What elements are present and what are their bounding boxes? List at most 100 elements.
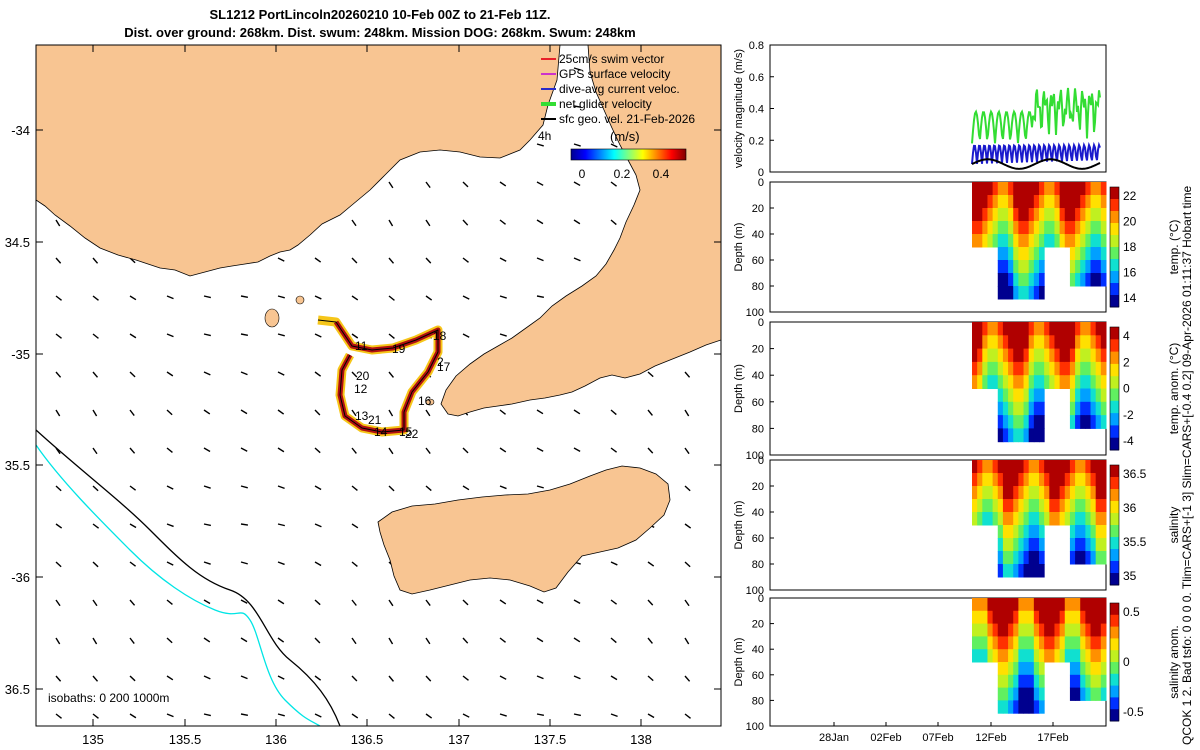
profile-cell	[1075, 247, 1081, 261]
velocity-arrow	[536, 409, 544, 415]
profile-cell	[1023, 499, 1030, 513]
profile-cell	[1064, 208, 1071, 222]
profile-cell	[982, 375, 988, 389]
profile-cell	[1085, 388, 1092, 403]
profile-cell	[1008, 260, 1014, 274]
profile-cell	[1059, 375, 1066, 389]
profile-cell	[1039, 247, 1045, 261]
land-eyre-peninsula	[36, 45, 561, 277]
profile-cell	[977, 361, 983, 376]
velocity-arrow	[277, 561, 285, 566]
profile-cell	[1008, 234, 1014, 248]
profile-cell	[1008, 564, 1014, 578]
velocity-arrow	[573, 219, 581, 225]
panel-colorbar-frame	[1109, 186, 1120, 308]
profile-cell	[977, 375, 983, 389]
profile-cell	[1028, 322, 1035, 336]
profile-cell	[1090, 260, 1097, 274]
profile-cell	[1002, 473, 1009, 487]
profile-cell	[992, 598, 999, 612]
profile-cell	[1013, 428, 1019, 443]
profile-cell	[1018, 623, 1025, 637]
profile-cell	[1064, 473, 1071, 487]
profile-cell	[1090, 662, 1097, 676]
profile-cell	[1033, 401, 1040, 416]
profile-cell	[1018, 460, 1025, 474]
profile-cell	[1002, 610, 1009, 625]
profile-cell	[1100, 473, 1107, 487]
profile-cell	[1075, 525, 1081, 539]
profile-cell	[982, 473, 988, 487]
profile-cell	[1039, 525, 1045, 539]
profile-cell	[1008, 182, 1014, 196]
profile-cell	[1039, 182, 1045, 196]
profile-cell	[1085, 401, 1092, 416]
track-day-label: 2	[437, 355, 444, 369]
profile-cell	[1033, 361, 1040, 376]
profile-cell	[1085, 662, 1092, 676]
profile-cell	[972, 473, 978, 487]
panel-colorbar-tick: 0	[1123, 382, 1130, 396]
velocity-arrow	[425, 713, 433, 719]
profile-cell	[972, 182, 978, 196]
profile-cell	[1059, 623, 1066, 637]
profile-cell	[1002, 182, 1009, 196]
profile-cell	[1028, 525, 1035, 539]
profile-cell	[977, 322, 983, 336]
y-tick-label: -34	[11, 123, 30, 138]
y-tick-label: 35.5	[5, 458, 30, 473]
profile-cell	[1059, 348, 1066, 363]
land-kangaroo-island	[377, 465, 671, 595]
profile-cell	[1075, 486, 1081, 500]
profile-cell	[992, 195, 999, 209]
profile-cell	[1039, 415, 1045, 429]
velocity-arrow	[240, 637, 248, 643]
profile-cell	[1075, 623, 1081, 637]
profile-cell	[1049, 335, 1055, 350]
land-island-spilsby	[264, 308, 280, 328]
profile-cell	[1054, 598, 1061, 612]
velocity-arrow	[314, 523, 322, 528]
velocity-arrow	[647, 599, 654, 606]
profile-cell	[1059, 221, 1066, 235]
profile-cell	[1044, 649, 1050, 663]
profile-cell	[1018, 662, 1025, 676]
profile-cell	[1018, 361, 1025, 376]
profile-cell	[1069, 348, 1076, 363]
colorbar-tick-label: 0.2	[614, 167, 631, 181]
y-tick-label: 34.5	[5, 235, 30, 250]
time-x-tick: 02Feb	[870, 732, 901, 744]
profile-cell	[972, 460, 978, 474]
panel-y-label: Depth (m)	[733, 223, 745, 272]
profile-cell	[1080, 375, 1086, 389]
profile-cell	[1085, 208, 1092, 222]
profile-cell	[1075, 221, 1081, 235]
velocity-arrow	[129, 523, 137, 529]
profile-cell	[1090, 388, 1097, 403]
profile-cell	[1023, 401, 1030, 416]
profile-cell	[1023, 700, 1030, 714]
profile-cell	[997, 208, 1004, 222]
velocity-arrow	[166, 637, 173, 644]
velocity-arrow	[203, 295, 211, 299]
profile-cell	[1023, 687, 1030, 701]
velocity-arrow	[203, 675, 211, 680]
profile-cell	[1090, 525, 1097, 539]
profile-cell	[1069, 335, 1076, 350]
profile-cell	[1049, 182, 1055, 196]
velocity-arrow	[425, 637, 431, 645]
profile-cell	[972, 623, 978, 637]
profile-cell	[1054, 335, 1061, 350]
velocity-arrow	[536, 713, 545, 717]
panel-colorbar-band	[1110, 187, 1119, 200]
velocity-arrow	[610, 637, 617, 644]
profile-cell	[1049, 499, 1055, 513]
profile-cell	[1064, 348, 1071, 363]
profile-cell	[1100, 348, 1107, 363]
profile-cell	[1018, 564, 1025, 578]
profile-cell	[1039, 234, 1045, 248]
velocity-arrow	[55, 409, 61, 417]
colorbar-tick-label: 0.4	[653, 167, 670, 181]
profile-cell	[987, 473, 994, 487]
